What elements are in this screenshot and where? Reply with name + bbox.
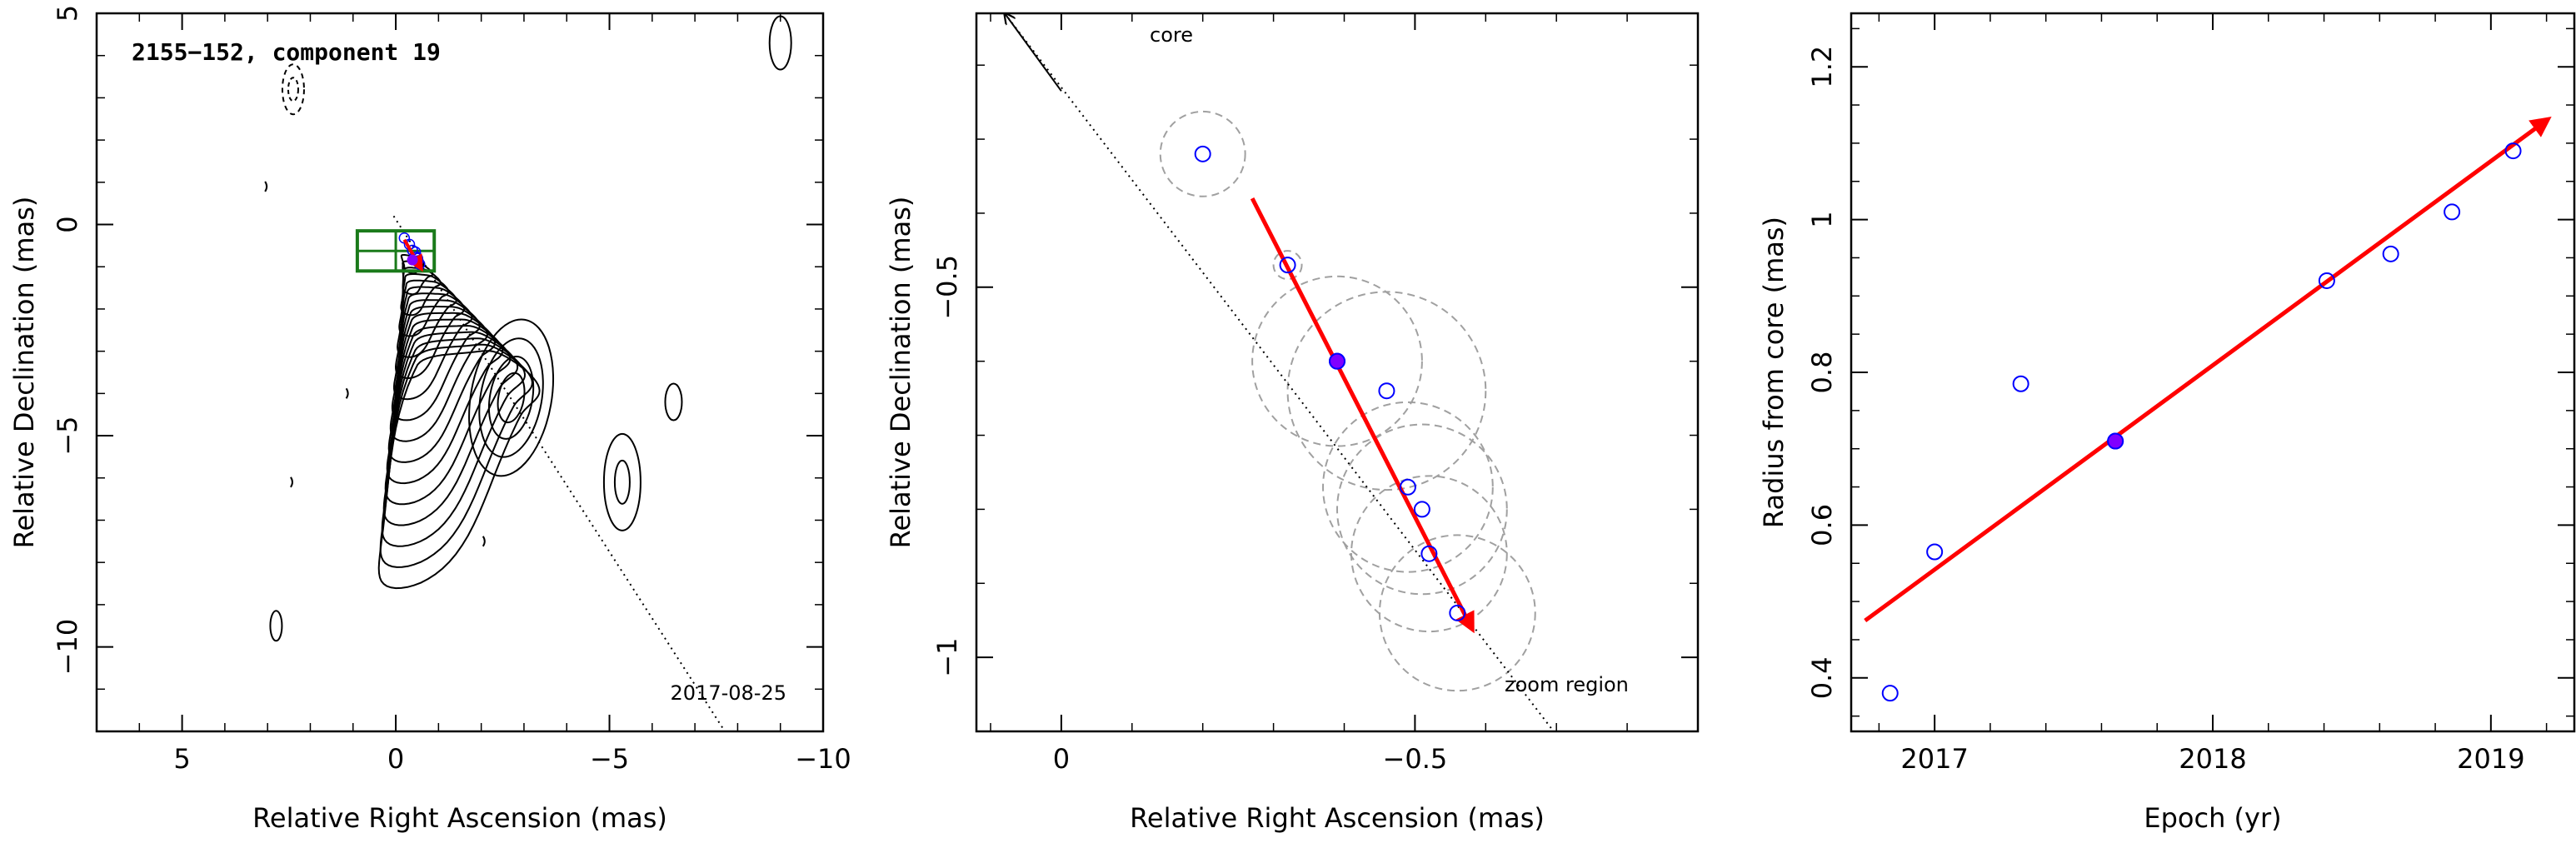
p3-xtick-label: 2017 <box>1900 743 1968 775</box>
p3-xtick-label: 2019 <box>2457 743 2524 775</box>
contour-feature <box>613 459 631 505</box>
contour-knot <box>487 355 535 440</box>
p3-xtick-label: 2018 <box>2179 743 2246 775</box>
panel1-y-axis-label: Relative Declination (mas) <box>8 197 40 549</box>
p1-ytick-label: −5 <box>52 416 83 455</box>
contour-level <box>393 292 473 401</box>
contour-speck <box>482 536 486 547</box>
epoch-point <box>1881 685 1899 702</box>
panel2-y-axis-label: Relative Declination (mas) <box>885 197 916 549</box>
beam-size-circle <box>1159 110 1246 197</box>
p3-ytick-label: 1 <box>1806 211 1838 227</box>
core-direction-arrowhead <box>1005 13 1062 92</box>
contour-level <box>381 337 527 547</box>
p2-ytick-label: −0.5 <box>931 255 963 320</box>
epoch-point <box>2318 272 2335 289</box>
epoch-point <box>2382 245 2399 262</box>
motion-arrow <box>402 238 423 272</box>
contour-knot <box>497 372 526 424</box>
p1-xtick-label: −5 <box>590 743 629 775</box>
beam-size-circle <box>1336 423 1508 596</box>
reference-point <box>2107 432 2124 450</box>
epoch-point <box>1413 501 1430 518</box>
fit-line <box>1864 116 2552 623</box>
beam-size-circle <box>1350 475 1508 633</box>
p1-ytick-label: −10 <box>52 619 83 676</box>
contour-speck <box>290 476 293 488</box>
contour-knot <box>468 318 555 477</box>
panel1-frame <box>95 12 825 733</box>
core-direction-line <box>1004 13 1555 731</box>
panel2-plot-area <box>1004 13 1555 731</box>
beam-size-circle <box>1378 534 1536 692</box>
panel3-frame <box>1850 12 2576 733</box>
panel-radius-epoch: 2017 2018 2019 0.4 0.6 0.8 1 1.2 Epoch (yr) Rad… <box>1758 12 2576 834</box>
contour-feature <box>768 15 792 71</box>
p1-xtick-label: 0 <box>387 743 404 775</box>
zoom-region-annotation: zoom region <box>1505 673 1629 696</box>
epoch-point <box>1279 257 1296 274</box>
epoch-point <box>1449 604 1466 621</box>
contour-speck <box>264 181 268 192</box>
p2-ytick-label: −1 <box>931 638 963 677</box>
epoch-point <box>2444 203 2461 221</box>
contour-feature <box>602 432 642 531</box>
p2-xtick-label: −0.5 <box>1383 743 1448 775</box>
epoch-point <box>1378 382 1395 400</box>
beam-size-circle <box>1251 275 1423 447</box>
panel3-x-axis-label: Epoch (yr) <box>2144 802 2281 834</box>
panel-contour-map: 5 0 −5 −10 5 0 −5 −10 2155−152, component 19 20… <box>8 5 851 834</box>
p1-ytick-label: 0 <box>52 216 83 232</box>
contour-feature <box>664 382 683 422</box>
panel2-frame <box>975 12 1700 733</box>
epoch-point <box>1926 543 1944 561</box>
epoch-point <box>1420 545 1438 562</box>
p3-ytick-label: 1.2 <box>1806 46 1838 88</box>
epoch-point <box>2504 142 2522 160</box>
beam-size-circle <box>1322 401 1494 573</box>
reference-point <box>1329 352 1345 370</box>
contour-feature <box>269 610 283 642</box>
contour-level <box>397 279 457 358</box>
epoch-point <box>2012 375 2029 392</box>
panel2-ticks: 0 −0.5 −0.5 −1 <box>931 13 1699 775</box>
panel1-x-axis-label: Relative Right Ascension (mas) <box>252 802 667 834</box>
p3-ytick-label: 0.8 <box>1806 352 1838 394</box>
panel3-plot-area <box>1864 116 2552 702</box>
panel-zoom: 0 −0.5 −0.5 −1 core zoom region Relative Ri… <box>885 12 1700 834</box>
beam-size-circle <box>1286 291 1487 491</box>
p1-xtick-label: 5 <box>173 743 190 775</box>
panel1-ticks: 5 0 −5 −10 5 0 −5 −10 <box>52 5 851 775</box>
core-annotation: core <box>1150 23 1193 47</box>
p1-ytick-label: 5 <box>52 5 83 22</box>
negative-contour <box>281 63 305 116</box>
panel1-title: 2155−152, component 19 <box>132 38 441 66</box>
p3-ytick-label: 0.6 <box>1806 504 1838 546</box>
panel2-x-axis-label: Relative Right Ascension (mas) <box>1130 802 1545 834</box>
panel3-ticks: 2017 2018 2019 0.4 0.6 0.8 1 1.2 <box>1806 13 2574 775</box>
p2-xtick-label: 0 <box>1053 743 1070 775</box>
p1-xtick-label: −10 <box>795 743 851 775</box>
panel1-overlay <box>355 215 726 731</box>
contour-map <box>264 15 792 642</box>
contour-knot <box>478 337 544 458</box>
core-direction-line <box>392 215 726 731</box>
panel1-date-label: 2017-08-25 <box>671 681 786 705</box>
beam-size-circle <box>1272 250 1303 281</box>
epoch-point <box>1194 145 1211 162</box>
motion-arrow <box>1250 197 1475 634</box>
reference-point <box>407 254 418 266</box>
p3-ytick-label: 0.4 <box>1806 656 1838 699</box>
panel3-y-axis-label: Radius from core (mas) <box>1758 217 1790 528</box>
epoch-point <box>1399 478 1416 496</box>
contour-level <box>398 273 450 337</box>
negative-contour <box>287 77 299 102</box>
contour-speck <box>345 387 349 399</box>
